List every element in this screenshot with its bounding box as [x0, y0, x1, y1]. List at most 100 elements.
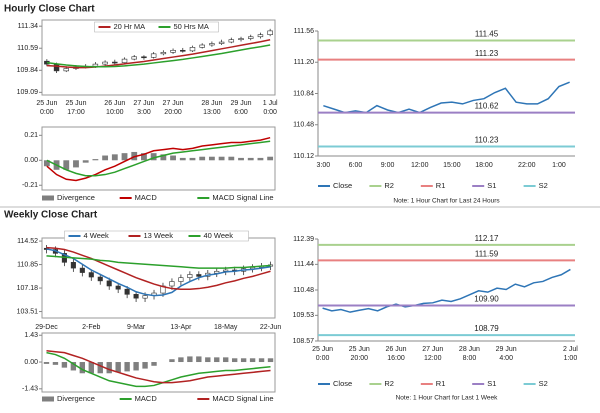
- y-tick-label: -1.43: [22, 386, 38, 393]
- panel-frame: [41, 126, 276, 191]
- legend-swatch: [42, 396, 54, 402]
- y-tick-label: 110.48: [293, 122, 314, 129]
- x-tick-label: 27 Jun 3:00: [133, 100, 154, 116]
- divergence-bar: [247, 157, 254, 161]
- x-tick-label-line: 27 Jun: [422, 346, 443, 353]
- candle-body: [160, 52, 167, 55]
- x-tick-label: 29 Jun 4:00: [496, 346, 517, 362]
- divergence-bar: [97, 362, 103, 374]
- x-tick-label-line: 16:00: [387, 355, 405, 362]
- section-title: Weekly Close Chart: [4, 210, 98, 221]
- candle-body: [142, 295, 148, 299]
- divergence-bar: [82, 160, 89, 163]
- divergence-bar: [63, 160, 70, 170]
- y-tick-label: 0.00: [24, 157, 38, 164]
- divergence-bar: [178, 357, 184, 363]
- y-tick-label: 103.51: [17, 308, 39, 315]
- x-tick-label: 9:00: [381, 162, 395, 169]
- x-tick-label: 25 Jun 20:00: [349, 346, 370, 362]
- y-tick-label: -0.21: [22, 182, 38, 189]
- divergence-bar: [43, 362, 50, 364]
- x-tick-label-line: 1:00: [564, 355, 578, 362]
- divergence-bar: [124, 362, 130, 372]
- candle-body: [121, 58, 128, 63]
- divergence-bar: [115, 362, 121, 373]
- x-tick-label: 29-Dec: [35, 324, 58, 331]
- divergence-bar: [249, 358, 256, 363]
- divergence-bar: [238, 157, 244, 161]
- series-line: [46, 248, 271, 297]
- divergence-bar: [52, 362, 59, 365]
- divergence-bar: [92, 159, 99, 161]
- x-tick-label-line: 29 Jun: [496, 346, 517, 353]
- divergence-bar: [179, 157, 186, 161]
- divergence-bar: [240, 358, 247, 363]
- panel-frame: [41, 237, 276, 319]
- divergence-bar: [218, 156, 225, 161]
- candle-body: [169, 281, 175, 287]
- legend-label: 20 Hr MA: [114, 22, 146, 31]
- y-tick-label: 107.18: [17, 285, 39, 292]
- x-tick-label: 26 Jun 10:00: [104, 100, 125, 116]
- x-tick-label-line: 8:00: [463, 355, 477, 362]
- y-tick-label: 111.56: [294, 28, 314, 35]
- candle-body: [63, 68, 69, 72]
- candle-body: [257, 34, 264, 38]
- x-tick-label-line: 3:00: [137, 109, 151, 116]
- x-tick-label: 6:00: [349, 162, 363, 169]
- divergence-bar: [43, 160, 50, 167]
- y-tick-label: 109.53: [293, 312, 315, 319]
- x-tick-label: 15:00: [443, 162, 461, 169]
- legend-label: R1: [436, 379, 446, 388]
- y-tick-label: 112.39: [293, 236, 314, 243]
- x-tick-label: 3:00: [317, 162, 331, 169]
- legend-label: S1: [487, 181, 496, 190]
- x-tick-label: 26 Jun 16:00: [386, 346, 407, 362]
- x-tick-label: 9-Mar: [127, 324, 146, 331]
- x-tick-label: 27 Jun 20:00: [163, 100, 184, 116]
- candle-body: [133, 294, 139, 299]
- legend-label: MACD: [135, 394, 158, 403]
- y-tick-label: 111.34: [18, 23, 38, 30]
- candle-body: [106, 280, 112, 287]
- candle-body: [79, 267, 85, 273]
- x-tick-label-line: 0:00: [316, 355, 330, 362]
- x-tick-label: 18:00: [475, 162, 493, 169]
- divergence-bar: [223, 357, 229, 363]
- chart-note: Note: 1 Hour Chart for Last 24 Hours: [393, 198, 500, 205]
- x-tick-label: 25 Jun 0:00: [312, 346, 333, 362]
- legend-label: 40 Week: [204, 231, 234, 240]
- divergence-bar: [228, 156, 235, 161]
- series-line: [46, 44, 271, 68]
- section-title: Hourly Close Chart: [4, 4, 95, 15]
- x-tick-label-line: 10:00: [106, 109, 124, 116]
- divergence-bar: [106, 362, 112, 374]
- candle-body: [196, 274, 202, 277]
- y-tick-label: 111.44: [294, 261, 314, 268]
- x-tick-label-line: 12:00: [424, 355, 442, 362]
- candle-body: [218, 41, 225, 44]
- y-tick-label: 110.85: [17, 261, 38, 268]
- level-label: 110.23: [475, 136, 499, 145]
- level-label: 111.23: [475, 49, 499, 58]
- legend-label: MACD Signal Line: [212, 394, 273, 403]
- divergence-bar: [187, 356, 193, 363]
- x-tick-label: 1:00: [552, 162, 566, 169]
- x-tick-label: 2-Feb: [82, 324, 100, 331]
- x-tick-label: 2 Jul 1:00: [563, 346, 578, 362]
- candle-body: [178, 277, 184, 282]
- x-tick-label-line: 0:00: [40, 109, 54, 116]
- level-label: 111.45: [475, 30, 499, 39]
- series-line: [46, 350, 271, 384]
- legend-label: Divergence: [57, 394, 95, 403]
- divergence-bar: [231, 358, 238, 363]
- candle-body: [248, 36, 254, 39]
- divergence-bar: [88, 362, 94, 374]
- x-tick-label-line: 28 Jun: [201, 100, 222, 107]
- candle-body: [170, 49, 176, 53]
- legend-label: R2: [384, 181, 394, 190]
- divergence-bar: [151, 362, 157, 366]
- candle-body: [97, 276, 103, 282]
- x-tick-label-line: 4:00: [499, 355, 513, 362]
- divergence-bar: [267, 156, 274, 161]
